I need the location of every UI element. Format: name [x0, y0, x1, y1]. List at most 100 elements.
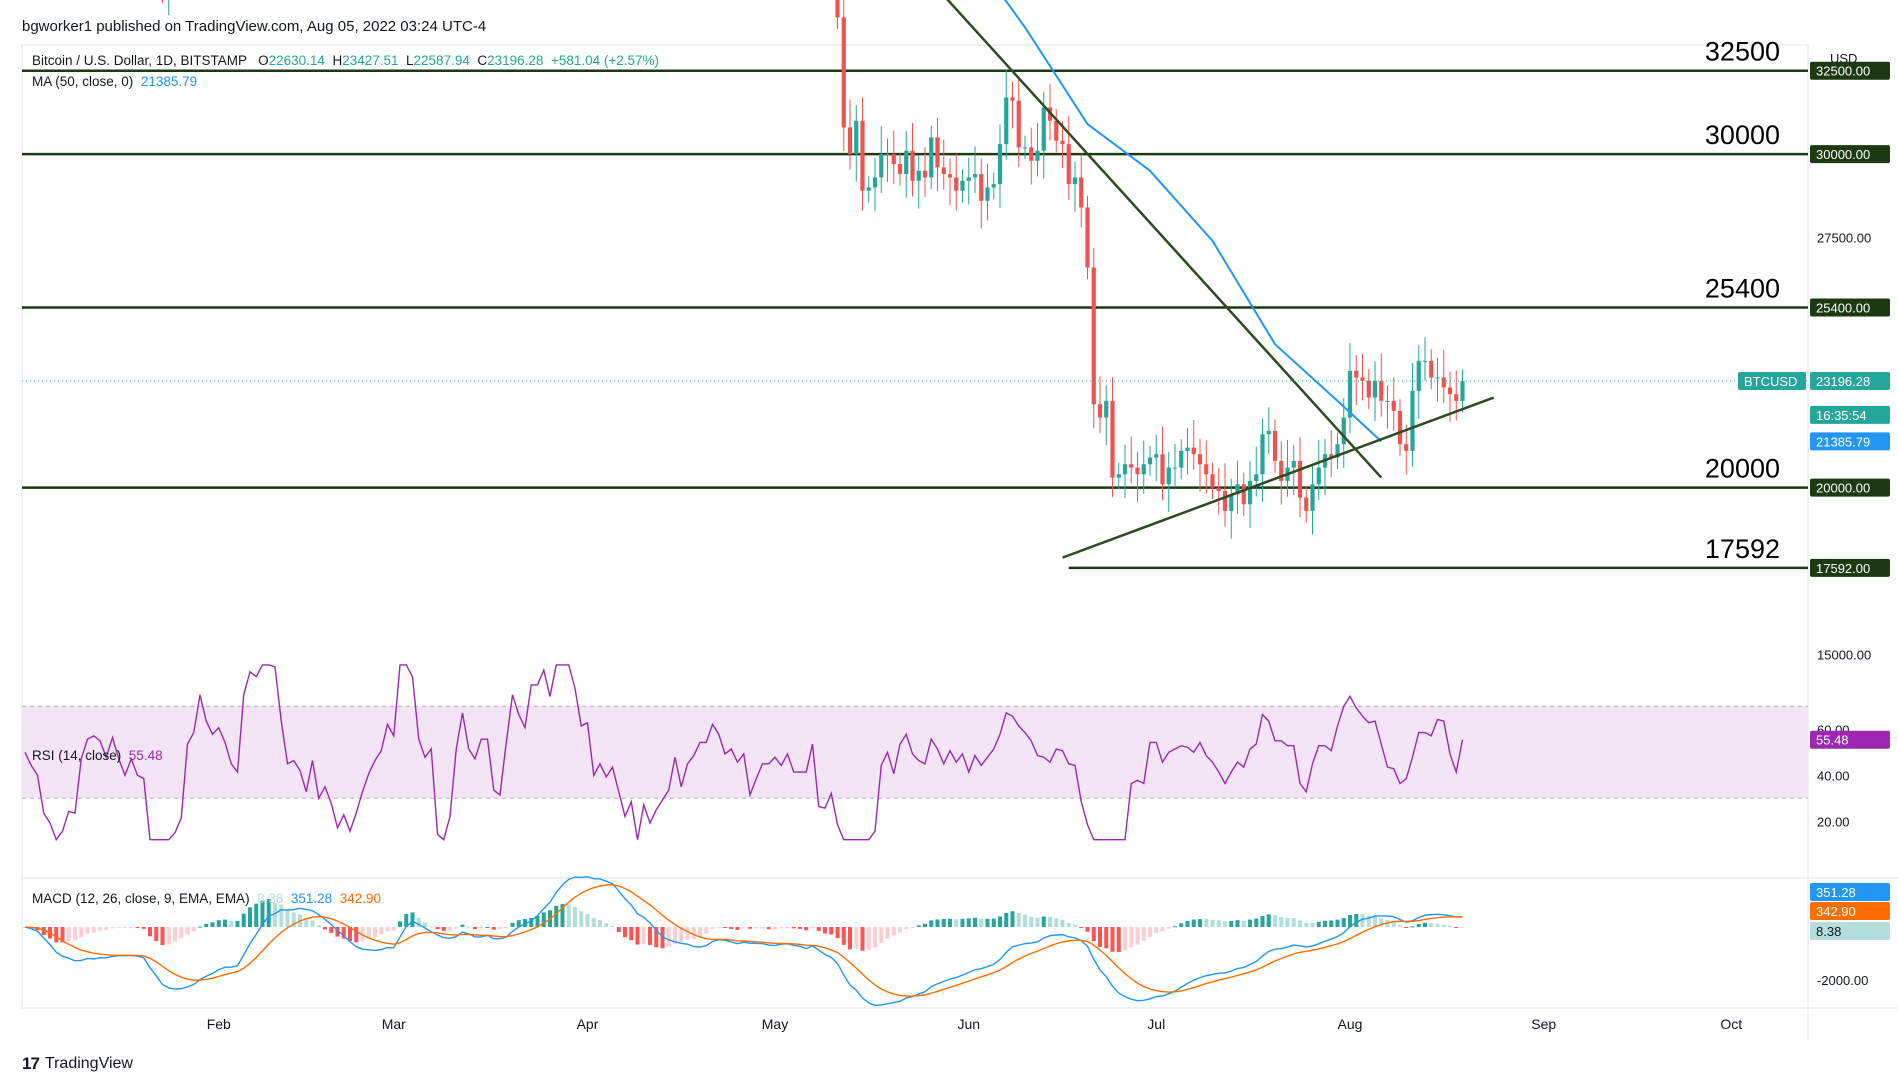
- level-label: 17592: [1705, 534, 1780, 564]
- macd-histogram-bar: [1216, 920, 1221, 927]
- macd-histogram-bar: [1310, 922, 1315, 927]
- macd-histogram-bar: [248, 907, 252, 927]
- macd-histogram-bar: [160, 927, 165, 946]
- candle-body: [1129, 464, 1134, 468]
- macd-histogram-bar: [935, 919, 940, 927]
- macd-histogram-bar: [491, 927, 496, 930]
- macd-histogram-bar: [1179, 923, 1184, 927]
- macd-histogram-bar: [916, 925, 921, 927]
- macd-histogram-bar: [104, 927, 109, 930]
- candle-body: [1460, 380, 1465, 401]
- symbol-price-tag-text: BTCUSD: [1744, 374, 1797, 389]
- macd-histogram-bar: [1041, 916, 1046, 927]
- x-tick-label: May: [762, 1016, 788, 1032]
- macd-histogram-bar: [1404, 927, 1409, 928]
- macd-histogram-bar: [1004, 912, 1009, 927]
- candle-body: [1141, 464, 1146, 475]
- candle-body: [1366, 380, 1371, 398]
- macd-histogram-bar: [1029, 916, 1034, 927]
- macd-histogram-bar: [541, 912, 546, 927]
- symbol-legend[interactable]: Bitcoin / U.S. Dollar, 1D, BITSTAMP O226…: [32, 53, 660, 68]
- macd-histogram-bar: [660, 927, 665, 949]
- chart-frame: [21, 44, 1809, 1009]
- macd-histogram-bar: [316, 925, 321, 927]
- macd-histogram-bar: [960, 918, 965, 927]
- rsi-tick-label: 20.00: [1817, 814, 1850, 829]
- macd-histogram-bar: [973, 917, 977, 927]
- high-value: 23427.51: [342, 53, 399, 68]
- candle-body: [1435, 377, 1440, 379]
- symbol-title: Bitcoin / U.S. Dollar, 1D, BITSTAMP: [32, 53, 247, 68]
- candle-body: [966, 177, 971, 181]
- macd-histogram-bar: [979, 918, 984, 927]
- macd-histogram-bar: [929, 920, 934, 927]
- candle-body: [1229, 494, 1234, 511]
- macd-histogram-bar: [829, 927, 834, 935]
- macd-histogram-bar: [1023, 914, 1027, 927]
- candle-body: [1147, 457, 1153, 465]
- candle-body: [979, 174, 984, 201]
- macd-price-tag: [1810, 922, 1890, 940]
- macd-histogram-bar: [923, 923, 927, 927]
- candle-body: [1385, 400, 1390, 402]
- candle-body: [854, 120, 859, 155]
- level-label: 20000: [1705, 454, 1780, 484]
- rsi-legend[interactable]: RSI (14, close) 55.48: [32, 748, 163, 763]
- macd-histogram-bar: [766, 927, 771, 930]
- candle-body: [1091, 267, 1096, 405]
- candle-body: [860, 120, 865, 191]
- macd-histogram-bar: [1048, 916, 1052, 927]
- macd-histogram-bar: [1423, 922, 1427, 927]
- price-tag-text: 16:35:54: [1816, 408, 1867, 423]
- candle-body: [1291, 460, 1296, 468]
- macd-histogram-bar: [604, 923, 609, 927]
- macd-histogram-bar: [529, 918, 534, 927]
- candle-body: [1254, 474, 1259, 481]
- rsi-band: [22, 706, 1808, 799]
- macd-histogram-bar: [835, 927, 840, 938]
- candle-body: [947, 174, 953, 178]
- macd-histogram-bar: [710, 927, 715, 930]
- rsi-value: 55.48: [128, 748, 163, 763]
- macd-histogram-bar: [1204, 919, 1209, 927]
- macd-histogram-bar: [135, 927, 140, 928]
- tradingview-footer[interactable]: 17 TradingView: [22, 1054, 133, 1074]
- y-tick-label: 15000.00: [1817, 647, 1871, 662]
- macd-legend[interactable]: MACD (12, 26, close, 9, EMA, EMA) 8.38 3…: [32, 891, 381, 906]
- candle-body: [1135, 467, 1140, 475]
- candle-body: [1104, 400, 1109, 418]
- macd-histogram-bar: [885, 927, 890, 939]
- candle-body: [1185, 447, 1190, 451]
- macd-histogram-bar: [1229, 921, 1234, 927]
- macd-histogram-bar: [379, 927, 384, 935]
- macd-histogram-bar: [810, 927, 815, 928]
- macd-histogram-bar: [498, 927, 502, 930]
- candle-body: [1260, 434, 1265, 475]
- candle-body: [1172, 467, 1178, 469]
- ma-legend[interactable]: MA (50, close, 0) 21385.79: [32, 74, 198, 89]
- macd-histogram-bar: [804, 927, 809, 931]
- macd-line: [24, 876, 1463, 1007]
- macd-histogram-bar: [54, 927, 59, 943]
- macd-histogram-bar: [1316, 921, 1321, 927]
- macd-histogram-bar: [166, 927, 171, 945]
- candle-body: [954, 177, 959, 191]
- candle-body: [1272, 430, 1278, 461]
- candle-body: [1016, 100, 1021, 148]
- candle-body: [1454, 394, 1459, 401]
- macd-histogram-bar: [1435, 923, 1440, 927]
- candle-body: [1304, 497, 1309, 511]
- change-value: +581.04 (+2.57%): [550, 53, 660, 68]
- macd-histogram-bar: [179, 927, 184, 939]
- macd-histogram-bar: [410, 912, 415, 927]
- candle-body: [1004, 97, 1009, 145]
- candle-body: [1372, 380, 1378, 398]
- level-price-tag: [1810, 145, 1890, 164]
- macd-histogram-bar: [373, 927, 377, 938]
- macd-histogram-bar: [1441, 924, 1446, 927]
- candle-body: [897, 164, 903, 175]
- x-tick-label: Aug: [1338, 1016, 1363, 1032]
- price-tag: [1810, 405, 1890, 424]
- y-tick-label: 27500.00: [1817, 230, 1871, 245]
